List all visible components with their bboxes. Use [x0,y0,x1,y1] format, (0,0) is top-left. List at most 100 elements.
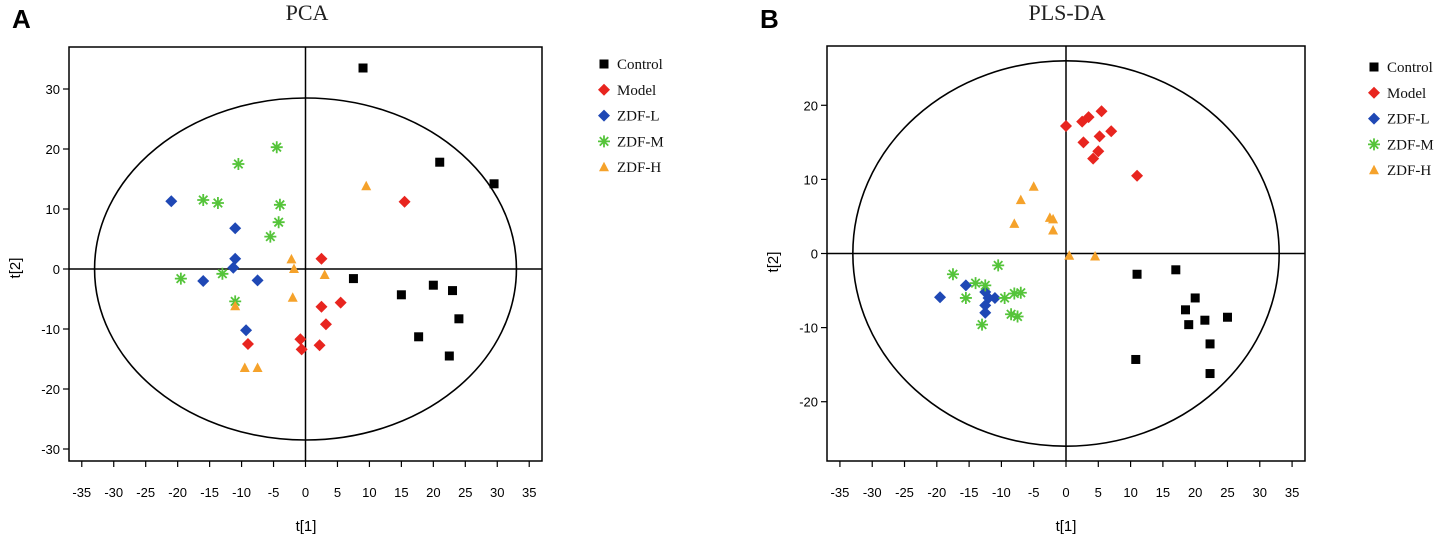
x-tick-label: 0 [302,485,309,500]
x-tick-label: 5 [334,485,341,500]
legend-item: Control [599,57,663,73]
legend-item: ZDF-L [598,109,660,125]
data-point [1205,369,1215,379]
data-point [414,332,424,342]
data-point [216,267,229,280]
legend-label: Model [1387,86,1426,102]
data-point [1132,269,1142,279]
legend-marker [598,109,610,122]
data-point [288,263,299,273]
series-model [241,195,411,356]
data-point [988,291,1001,304]
x-tick-label: -25 [136,485,155,500]
legend-marker [599,59,609,69]
legend-label: ZDF-L [617,109,660,125]
series-control [348,63,499,361]
x-tick-label: 15 [394,485,408,500]
legend-label: ZDF-H [1387,163,1431,179]
legend-marker [599,161,609,172]
data-point [1048,213,1059,224]
data-point [270,141,283,154]
data-point [227,261,240,274]
data-point [396,290,406,300]
legend-marker [598,135,610,148]
data-point [1200,315,1210,325]
data-point [315,300,328,313]
legend-label: ZDF-L [1387,112,1430,128]
data-point [1060,120,1072,133]
legend-label: Control [617,57,663,73]
data-point [969,277,982,290]
legend-label: Control [1387,60,1433,76]
y-tick-label: -10 [799,321,818,336]
data-point [959,279,972,292]
series-zdf-m [946,259,1027,331]
legend-label: ZDF-M [617,134,664,150]
data-point [319,318,332,331]
data-point [1093,130,1106,143]
legend-item: ZDF-M [1368,137,1434,153]
y-tick-label: 10 [804,172,818,187]
data-point [294,333,307,346]
data-point [229,252,242,265]
x-tick-label: -35 [72,485,91,500]
y-tick-label: 30 [46,82,60,97]
panel-letter: B [760,4,779,34]
legend-item: ZDF-L [1368,112,1430,128]
legend-label: ZDF-H [617,160,661,176]
data-point [1171,265,1181,275]
y-tick-label: 0 [53,262,60,277]
data-point [454,314,464,324]
panel-letter: A [12,4,31,34]
data-point [444,351,454,361]
y-tick-label: 0 [811,247,818,262]
series-zdf-h [1009,181,1101,261]
x-tick-label: 0 [1062,485,1069,500]
x-tick-label: -15 [960,485,979,500]
data-point [358,63,368,73]
x-tick-label: -5 [268,485,280,500]
x-tick-label: 25 [458,485,472,500]
x-tick-label: -25 [895,485,914,500]
data-point [1011,310,1024,323]
legend-item: Model [1368,86,1426,102]
data-point [1131,169,1144,182]
x-tick-label: 20 [426,485,440,500]
x-tick-label: -35 [831,485,850,500]
x-tick-label: 20 [1188,485,1202,500]
x-tick-label: 30 [490,485,504,500]
data-point [428,280,438,290]
data-point [435,157,445,167]
data-point [979,299,992,312]
data-point [286,253,297,264]
data-point [1008,287,1021,300]
data-point [1222,312,1232,322]
data-point [998,291,1011,304]
series-zdf-l [934,279,1001,319]
data-point [1190,293,1200,303]
data-point [1095,105,1108,118]
legend-marker [1369,62,1379,72]
x-tick-label: 30 [1253,485,1267,500]
x-tick-label: 15 [1156,485,1170,500]
x-tick-label: 10 [362,485,376,500]
x-tick-label: -30 [104,485,123,500]
data-point [252,362,263,372]
data-point [1005,308,1018,321]
legend-marker [1368,112,1380,125]
data-point [934,291,947,304]
data-point [1131,354,1141,364]
data-point [273,198,286,211]
data-point [1028,181,1039,191]
data-point [448,286,458,296]
series-model [1060,105,1144,182]
data-point [239,362,250,372]
data-point [1184,320,1194,330]
legend-marker [1368,86,1380,99]
x-tick-label: 5 [1095,485,1102,500]
series-zdf-l [165,195,264,337]
data-point [174,272,187,285]
data-point [1092,145,1105,158]
data-point [229,222,242,235]
